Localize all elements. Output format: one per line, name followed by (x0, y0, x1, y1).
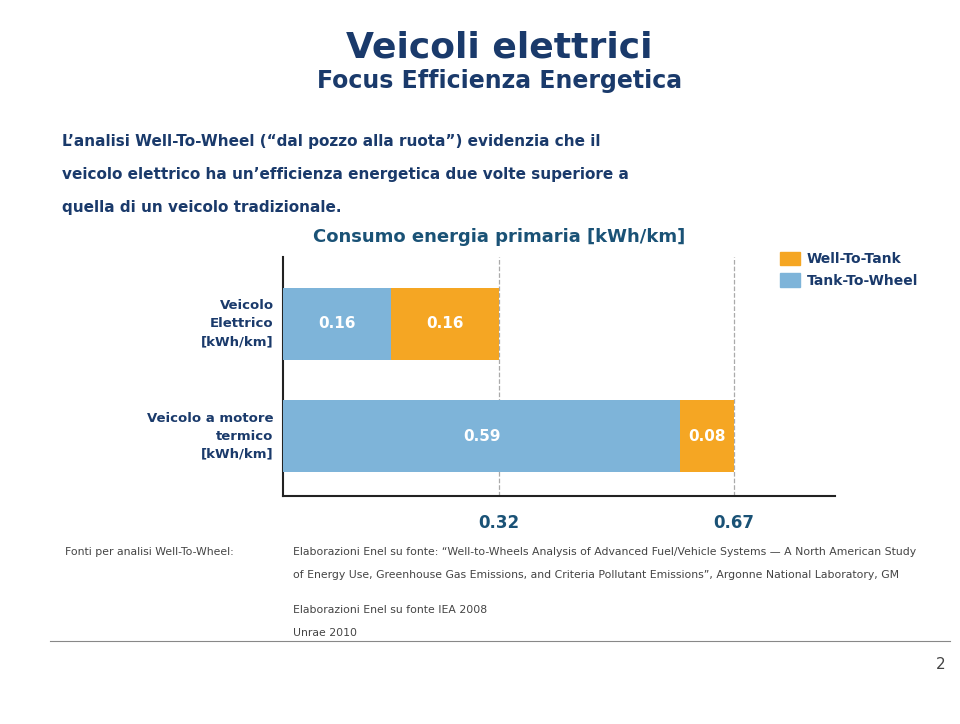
Text: Veicolo a motore
termico
[kWh/km]: Veicolo a motore termico [kWh/km] (147, 412, 274, 460)
Text: Enel: Enel (910, 46, 940, 59)
Text: L'ENERGIA CHE TI ASCOLTA: L'ENERGIA CHE TI ASCOLTA (842, 80, 916, 85)
Bar (283, 288, 391, 360)
Text: Elaborazioni Enel su fonte IEA 2008: Elaborazioni Enel su fonte IEA 2008 (293, 605, 487, 615)
Bar (681, 400, 734, 472)
Text: Fonti per analisi Well-To-Wheel:: Fonti per analisi Well-To-Wheel: (65, 547, 234, 557)
Text: 0.67: 0.67 (713, 515, 755, 532)
Text: 0.59: 0.59 (463, 429, 500, 444)
Text: of Energy Use, Greenhouse Gas Emissions, and Criteria Pollutant Emissions”, Argo: of Energy Use, Greenhouse Gas Emissions,… (293, 570, 899, 580)
Text: Focus Efficienza Energetica: Focus Efficienza Energetica (317, 69, 682, 93)
Text: Consumo energia primaria [kWh/km]: Consumo energia primaria [kWh/km] (313, 229, 685, 246)
Text: 0.16: 0.16 (426, 316, 464, 332)
Text: 0.16: 0.16 (319, 316, 356, 332)
Text: Unrae 2010: Unrae 2010 (293, 628, 357, 638)
Text: ✱: ✱ (865, 33, 891, 62)
Text: 0.08: 0.08 (688, 429, 726, 444)
Text: Elaborazioni Enel su fonte: “Well-to-Wheels Analysis of Advanced Fuel/Vehicle Sy: Elaborazioni Enel su fonte: “Well-to-Whe… (293, 547, 916, 557)
Text: 2: 2 (936, 657, 946, 672)
Legend: Well-To-Tank, Tank-To-Wheel: Well-To-Tank, Tank-To-Wheel (780, 252, 918, 287)
Bar (391, 288, 498, 360)
Text: quella di un veicolo tradizionale.: quella di un veicolo tradizionale. (62, 201, 342, 215)
Text: veicolo elettrico ha un’efficienza energetica due volte superiore a: veicolo elettrico ha un’efficienza energ… (62, 167, 629, 182)
Bar (283, 400, 681, 472)
Text: Veicolo
Elettrico
[kWh/km]: Veicolo Elettrico [kWh/km] (201, 300, 274, 348)
Text: 0.32: 0.32 (478, 515, 519, 532)
Text: Veicoli elettrici: Veicoli elettrici (346, 30, 653, 64)
Text: L’analisi Well-To-Wheel (“dal pozzo alla ruota”) evidenzia che il: L’analisi Well-To-Wheel (“dal pozzo alla… (62, 134, 601, 148)
